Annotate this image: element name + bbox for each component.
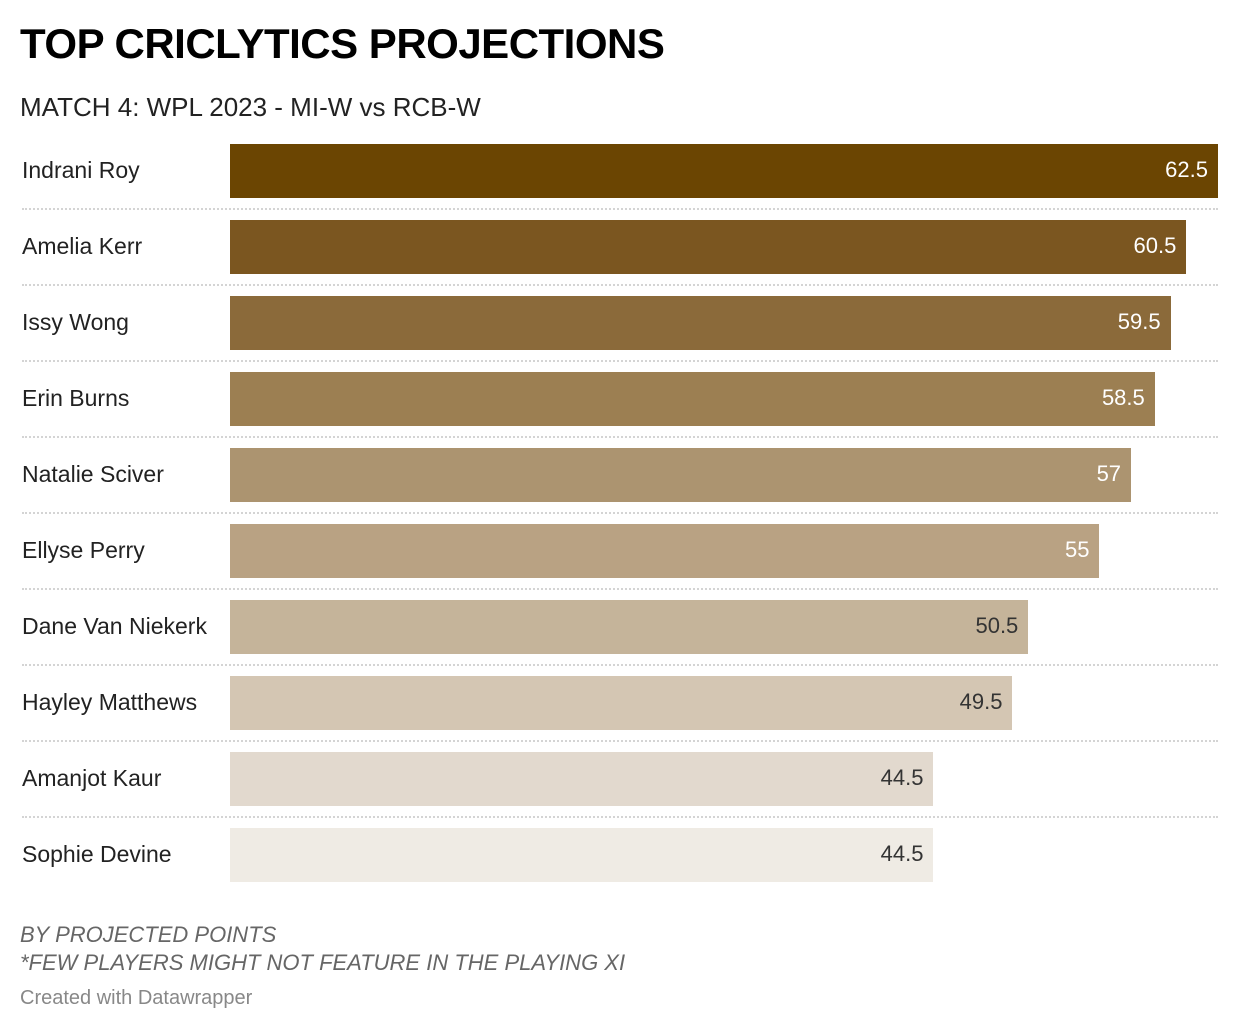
- bar-row: Natalie Sciver 57: [22, 448, 1218, 524]
- row-separator: [22, 664, 1218, 666]
- bar: 62.5: [230, 144, 1218, 198]
- row-separator: [22, 740, 1218, 742]
- bar-row: Amelia Kerr 60.5: [22, 220, 1218, 296]
- bar-row: Ellyse Perry 55: [22, 524, 1218, 600]
- bar: 60.5: [230, 220, 1187, 274]
- row-separator: [22, 588, 1218, 590]
- bar-track: 44.5: [230, 752, 1218, 806]
- chart-title: TOP CRICLYTICS PROJECTIONS: [20, 20, 665, 67]
- bar: 55: [230, 524, 1100, 578]
- note-by-projected-points: BY PROJECTED POINTS: [20, 922, 277, 947]
- value-label: 44.5: [880, 765, 924, 790]
- bar-track: 50.5: [230, 600, 1218, 654]
- value-label: 57: [1096, 461, 1122, 486]
- value-label: 55: [1064, 537, 1090, 562]
- category-label: Erin Burns: [22, 385, 130, 411]
- category-label: Amelia Kerr: [22, 233, 143, 259]
- category-label: Amanjot Kaur: [22, 765, 162, 791]
- row-separator: [22, 360, 1218, 362]
- value-label: 60.5: [1133, 233, 1177, 258]
- bar-track: 49.5: [230, 676, 1218, 730]
- bar-row: Indrani Roy 62.5: [22, 144, 1218, 220]
- bar-row: Erin Burns 58.5: [22, 372, 1218, 448]
- bar: 44.5: [230, 828, 934, 882]
- bar-track: 57: [230, 448, 1218, 502]
- value-label: 50.5: [975, 613, 1019, 638]
- category-label: Natalie Sciver: [22, 461, 164, 487]
- bar: 50.5: [230, 600, 1029, 654]
- bar: 49.5: [230, 676, 1013, 730]
- category-label: Sophie Devine: [22, 841, 172, 867]
- value-label: 59.5: [1117, 309, 1161, 334]
- value-label: 49.5: [959, 689, 1003, 714]
- bar-track: 44.5: [230, 828, 1218, 882]
- bar-track: 60.5: [230, 220, 1218, 274]
- chart-subtitle: MATCH 4: WPL 2023 - MI-W vs RCB-W: [20, 92, 481, 122]
- bar-track: 59.5: [230, 296, 1218, 350]
- bar-row: Hayley Matthews 49.5: [22, 676, 1218, 752]
- category-label: Dane Van Niekerk: [22, 613, 207, 639]
- value-label: 62.5: [1165, 157, 1208, 182]
- datawrapper-credit[interactable]: Created with Datawrapper: [20, 987, 253, 1009]
- bar-track: 55: [230, 524, 1218, 578]
- bar: 59.5: [230, 296, 1171, 350]
- row-separator: [22, 816, 1218, 818]
- bar: 58.5: [230, 372, 1155, 426]
- bar-row: Amanjot Kaur 44.5: [22, 752, 1218, 828]
- row-separator: [22, 436, 1218, 438]
- value-label: 44.5: [880, 841, 924, 866]
- bar-track: 58.5: [230, 372, 1218, 426]
- category-label: Hayley Matthews: [22, 689, 198, 715]
- bar: 57: [230, 448, 1132, 502]
- row-separator: [22, 512, 1218, 514]
- chart-notes: BY PROJECTED POINTS *FEW PLAYERS MIGHT N…: [20, 921, 625, 977]
- category-label: Indrani Roy: [22, 157, 140, 183]
- category-label: Ellyse Perry: [22, 537, 145, 563]
- note-playing-xi: *FEW PLAYERS MIGHT NOT FEATURE IN THE PL…: [20, 950, 626, 975]
- bar-row: Dane Van Niekerk 50.5: [22, 600, 1218, 676]
- row-separator: [22, 208, 1218, 210]
- bar-row: Issy Wong 59.5: [22, 296, 1218, 372]
- bar-track: 62.5: [230, 144, 1218, 198]
- row-separator: [22, 284, 1218, 286]
- bar-row: Sophie Devine 44.5: [22, 828, 1218, 904]
- value-label: 58.5: [1101, 385, 1145, 410]
- bar: 44.5: [230, 752, 934, 806]
- bar-chart: Indrani Roy 62.5 Amelia Kerr 60.5 Issy Wong 5…: [22, 144, 1218, 904]
- category-label: Issy Wong: [22, 309, 129, 335]
